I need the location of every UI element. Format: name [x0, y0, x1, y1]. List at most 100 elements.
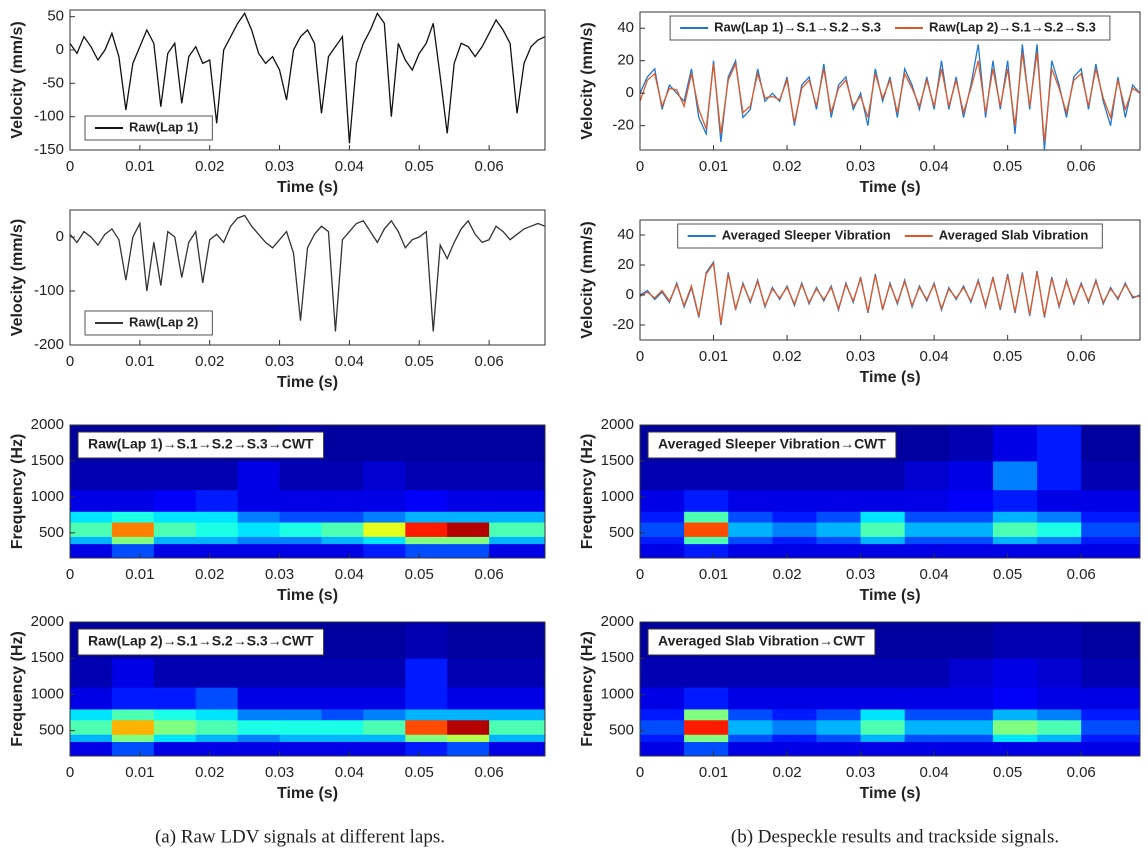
heat-cell [948, 719, 994, 735]
x-tick-label: 0.06 [475, 764, 504, 781]
heat-cell [111, 489, 155, 512]
heat-cell [111, 536, 155, 545]
y-axis-title: Velocity (mm/s) [9, 21, 26, 138]
heat-cell [405, 511, 448, 523]
heat-cell [489, 741, 546, 757]
y-tick-label: 20 [617, 52, 634, 69]
heat-cell [195, 687, 239, 710]
heat-cell [237, 734, 281, 743]
heat-cell [1037, 741, 1082, 757]
x-tick-label: 0.02 [195, 566, 224, 583]
heat-cell [1081, 460, 1141, 491]
x-tick-label: 0.02 [772, 158, 801, 175]
heat-cell [447, 622, 490, 659]
heat-cell [405, 622, 448, 659]
x-tick-label: 0.03 [846, 764, 875, 781]
heat-cell [111, 543, 155, 559]
axes-frame [639, 621, 1141, 757]
heat-cell [948, 536, 994, 545]
heat-cell [684, 741, 729, 757]
x-tick-label: 0.06 [475, 158, 504, 175]
y-tick-label: 1000 [601, 685, 634, 702]
heat-cell [816, 734, 862, 743]
heat-cell [405, 536, 448, 545]
heat-cell [363, 719, 406, 735]
x-tick-label: 0.02 [772, 566, 801, 583]
heat-cell [1037, 708, 1082, 721]
heat-cell [195, 543, 239, 559]
heat-cell [195, 741, 239, 757]
annotation: Averaged Slab Vibration→CWT [647, 628, 876, 656]
heat-cell [816, 708, 862, 721]
heat-cell [111, 708, 155, 721]
heat-cell [728, 658, 773, 688]
y-tick-label: 2000 [601, 416, 634, 433]
heat-cell [772, 708, 817, 721]
heat-cell [992, 511, 1038, 523]
y-axis-title: Velocity (mm/s) [579, 22, 596, 139]
legend-box [677, 223, 1103, 249]
heat-cell [1037, 719, 1082, 735]
heat-cell [816, 687, 862, 710]
x-tick-label: 0.03 [265, 764, 294, 781]
heat-cell [447, 708, 490, 721]
heat-cell [363, 708, 406, 721]
y-tick-label: 40 [617, 19, 634, 36]
x-tick-label: 0.05 [405, 353, 434, 370]
heat-cell [860, 460, 906, 491]
heat-cell [195, 734, 239, 743]
x-tick-label: 0 [636, 566, 644, 583]
heat-cell [1081, 543, 1141, 559]
heat-cell [489, 511, 546, 523]
heat-cell [1081, 425, 1141, 462]
heat-cell [237, 687, 281, 710]
heat-cell [279, 489, 322, 512]
heat-cell [237, 489, 281, 512]
heat-cell [992, 489, 1038, 512]
heat-cell [860, 719, 906, 735]
heat-cell [321, 425, 364, 462]
heat-cell [904, 658, 950, 688]
annotation: Raw(Lap 1)→S.1→S.2→S.3→CWT [77, 431, 325, 459]
heat-cell [321, 622, 364, 659]
heat-cell [489, 489, 546, 512]
heat-cell [363, 489, 406, 512]
heat-cell [948, 522, 994, 537]
y-tick-label: 20 [617, 256, 634, 273]
heat-cell [195, 489, 239, 512]
y-tick-label: 2000 [601, 613, 634, 630]
heat-cell [153, 719, 197, 735]
heat-cell [321, 687, 364, 710]
heat-cell [684, 687, 729, 710]
x-tick-label: 0 [66, 353, 74, 370]
heat-cell [948, 425, 994, 462]
heat-cell [111, 522, 155, 537]
heat-cell [684, 734, 729, 743]
x-tick-label: 0.06 [1067, 158, 1096, 175]
heat-cell [640, 489, 685, 512]
heat-cell [237, 543, 281, 559]
heat-cell [992, 708, 1038, 721]
heat-cell [70, 741, 113, 757]
heat-cell [70, 460, 113, 491]
y-tick-label: 1000 [31, 488, 64, 505]
x-tick-label: 0.04 [335, 566, 364, 583]
x-tick-label: 0.01 [699, 348, 728, 365]
y-tick-label: 0 [626, 84, 634, 101]
x-axis-title: Time (s) [277, 785, 338, 802]
heat-cell [1037, 687, 1082, 710]
heat-cell [111, 460, 155, 491]
heat-cell [772, 511, 817, 523]
heat-cell [904, 536, 950, 545]
heat-cell [237, 511, 281, 523]
heat-cell [111, 719, 155, 735]
heat-cell [728, 489, 773, 512]
annotation-text: Raw(Lap 2)→S.1→S.2→S.3→CWT [88, 633, 314, 649]
heat-cell [447, 511, 490, 523]
heat-cell [195, 708, 239, 721]
y-axis-title: Frequency (Hz) [9, 631, 26, 747]
x-tick-label: 0.06 [1067, 764, 1096, 781]
annotation: Raw(Lap 2)→S.1→S.2→S.3→CWT [77, 628, 325, 656]
x-tick-label: 0.01 [125, 353, 154, 370]
legend-box [669, 15, 1111, 41]
